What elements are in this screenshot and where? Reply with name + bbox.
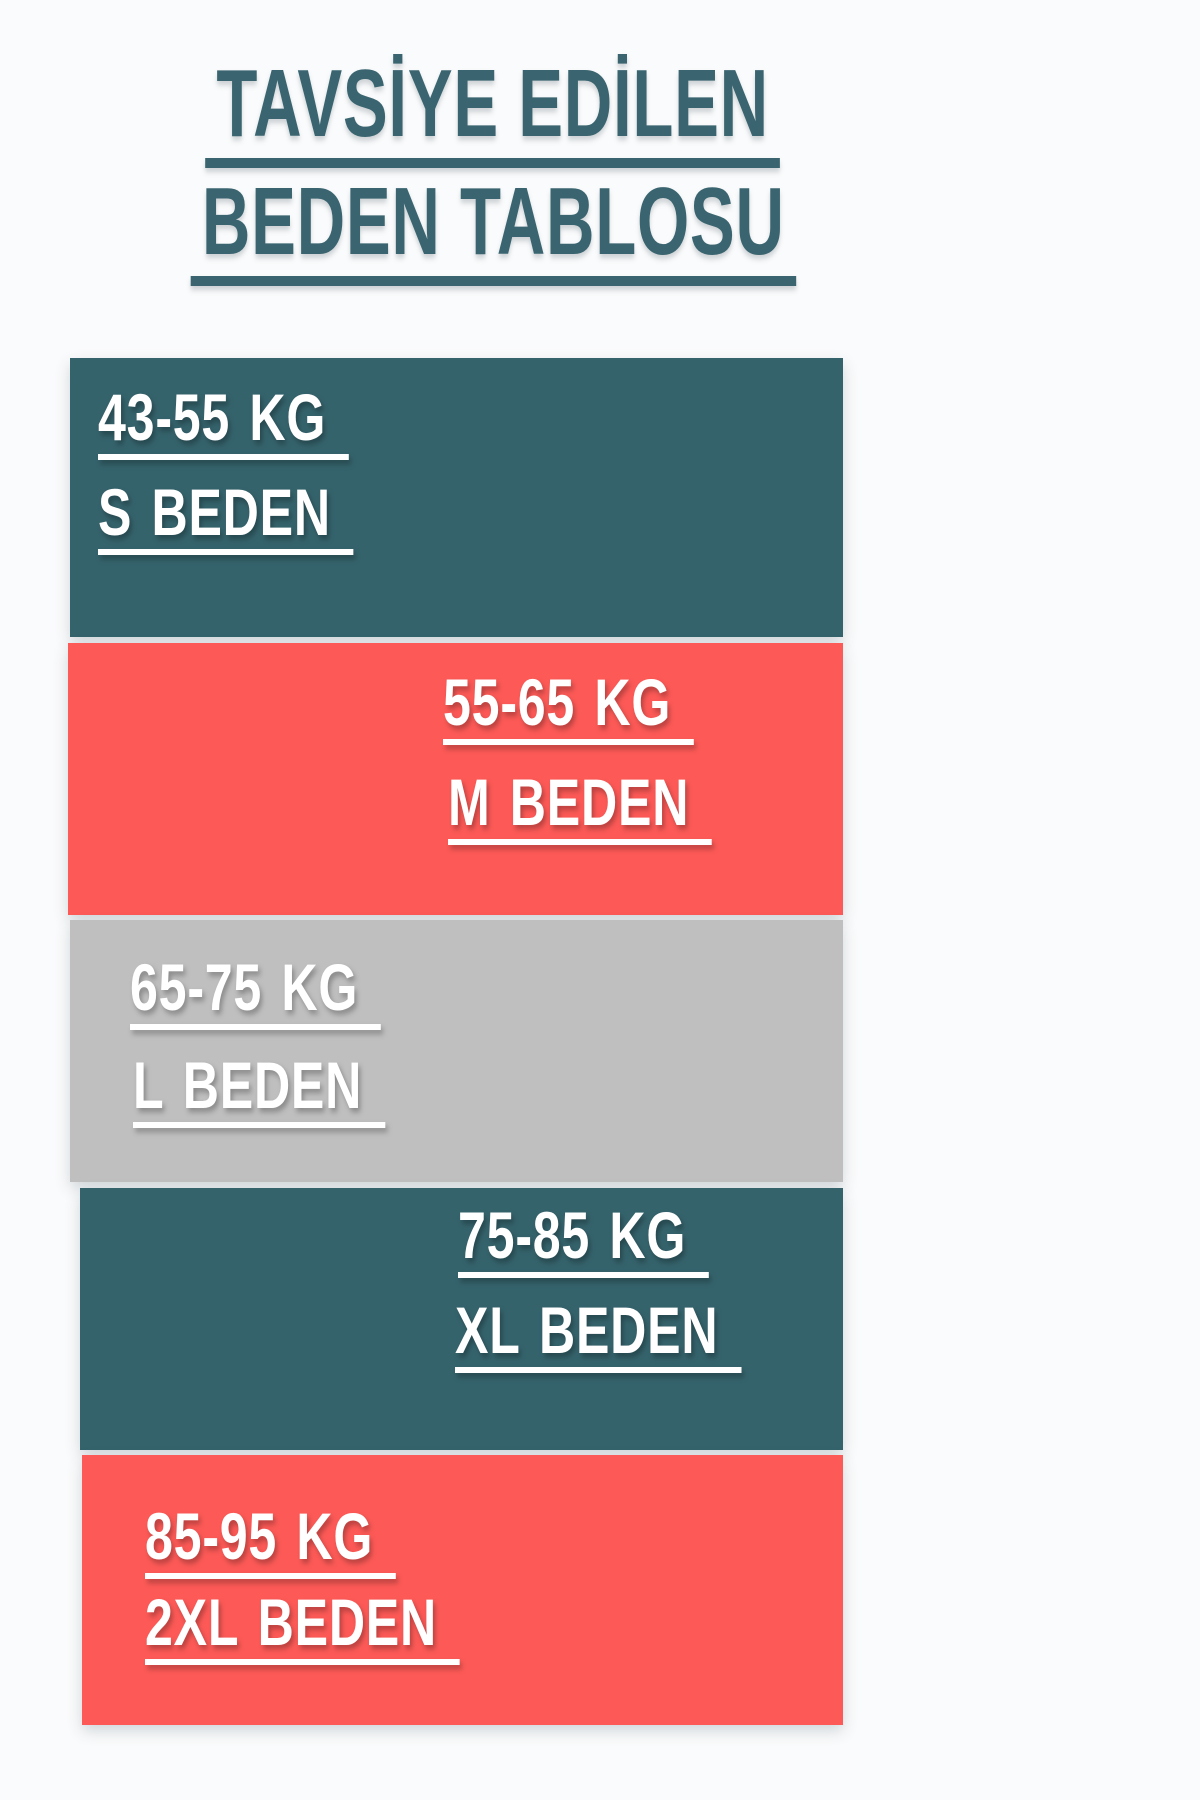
size-label: 2XL BEDEN — [145, 1589, 460, 1665]
size-label: S BEDEN — [98, 479, 354, 555]
page-title-line-2-text: BEDEN TABLOSU — [190, 174, 796, 286]
size-label: L BEDEN — [133, 1052, 385, 1128]
weight-range-label: 65-75 KG — [130, 954, 381, 1030]
size-label: XL BEDEN — [455, 1297, 742, 1373]
weight-range-label: 75-85 KG — [458, 1202, 709, 1278]
weight-range-label: 85-95 KG — [145, 1503, 396, 1579]
page-title-line-1-text: TAVSİYE EDİLEN — [205, 56, 781, 168]
size-band-l: 65-75 KG L BEDEN — [70, 920, 843, 1182]
size-band-m: 55-65 KG M BEDEN — [68, 643, 843, 915]
size-band-2xl: 85-95 KG 2XL BEDEN — [82, 1455, 843, 1725]
size-band-xl: 75-85 KG XL BEDEN — [80, 1188, 843, 1450]
page-title-line-2: BEDEN TABLOSU — [0, 174, 986, 286]
weight-range-label: 43-55 KG — [98, 384, 349, 460]
weight-range-label: 55-65 KG — [443, 669, 694, 745]
page-title-line-1: TAVSİYE EDİLEN — [0, 56, 986, 168]
size-band-s: 43-55 KG S BEDEN — [70, 358, 843, 637]
size-label: M BEDEN — [448, 769, 712, 845]
